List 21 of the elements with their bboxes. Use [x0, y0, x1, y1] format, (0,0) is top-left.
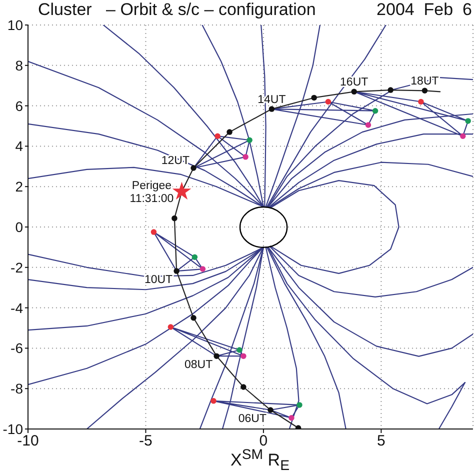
chart-title: Cluster – Orbit & s/c – configuration: [38, 0, 316, 20]
x-axis-title: X$^{SM}$ R$_{E}$: [230, 447, 290, 474]
y-tick-label: -10: [2, 420, 24, 437]
y-tick-label: -8: [10, 380, 24, 397]
x-tick-label: -5: [139, 432, 152, 450]
annotation: 10UT: [144, 274, 173, 286]
y-tick-label: 6: [15, 98, 24, 114]
x-tick-label: 0: [259, 432, 268, 450]
y-tick-label: 4: [15, 138, 24, 154]
y-tick-label: 8: [15, 57, 24, 74]
y-tick-label: 10: [7, 16, 24, 33]
annotation: 06UT: [238, 413, 267, 426]
y-tick-label: 2: [15, 178, 24, 195]
y-tick-label: 0: [15, 218, 24, 235]
chart-subtitle: 2004 Feb 6: [376, 0, 472, 20]
y-tick-label: -6: [10, 340, 24, 356]
x-tick-label: 5: [377, 432, 386, 450]
y-tick-label: -4: [10, 300, 24, 316]
annotation: 08UT: [184, 359, 213, 372]
annotation: Perigee 11:31:00: [130, 180, 174, 206]
y-tick-label: -2: [10, 259, 24, 276]
